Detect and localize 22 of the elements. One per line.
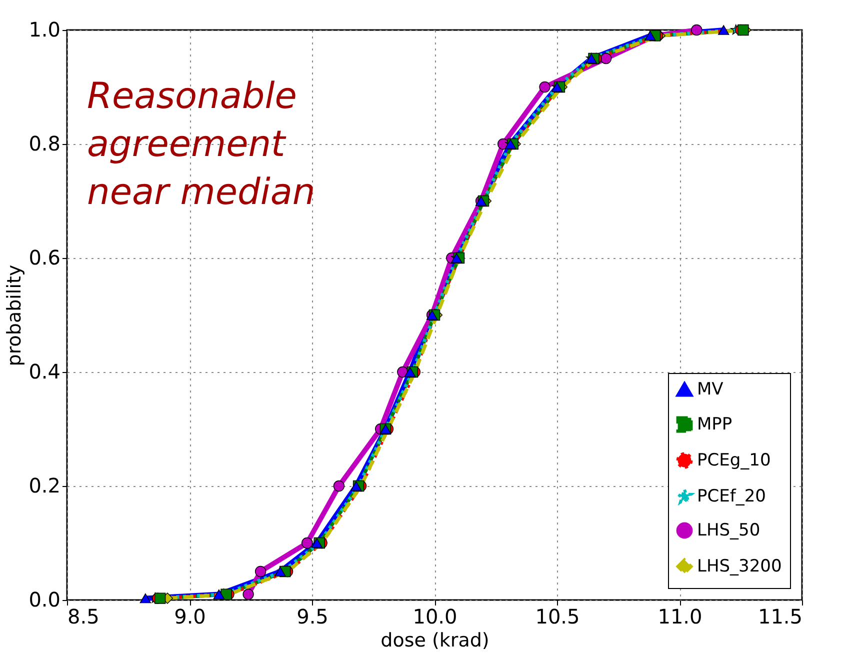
- legend-label: LHS_50: [697, 520, 760, 540]
- x-tick-label: 11.5: [758, 604, 802, 628]
- y-tick-label: 0.8: [28, 132, 60, 156]
- x-tick-label: 11.0: [658, 604, 702, 628]
- annotation: Reasonable agreement near median: [87, 76, 316, 213]
- y-tick-label: 0.0: [28, 588, 60, 612]
- y-tick-label: 0.4: [28, 360, 60, 384]
- x-tick-label: 9.0: [174, 604, 206, 628]
- x-tick-label: 9.5: [296, 604, 328, 628]
- y-tick-label: 1.0: [28, 18, 60, 42]
- x-tick-label: 8.5: [68, 604, 100, 628]
- x-tick-label: 10.5: [535, 604, 580, 628]
- legend-label: LHS_3200: [697, 556, 782, 576]
- x-axis-title: dose (krad): [380, 630, 490, 652]
- x-tick-label: 10.0: [412, 604, 458, 628]
- y-axis-title: probability: [4, 264, 26, 366]
- legend-label: PCEg_10: [697, 450, 771, 470]
- legend-label: MV: [697, 380, 724, 400]
- legend-label: MPP: [697, 414, 732, 434]
- y-tick-label: 0.6: [28, 246, 60, 270]
- y-tick-label: 0.2: [28, 474, 60, 498]
- legend-label: PCEf_20: [697, 486, 766, 506]
